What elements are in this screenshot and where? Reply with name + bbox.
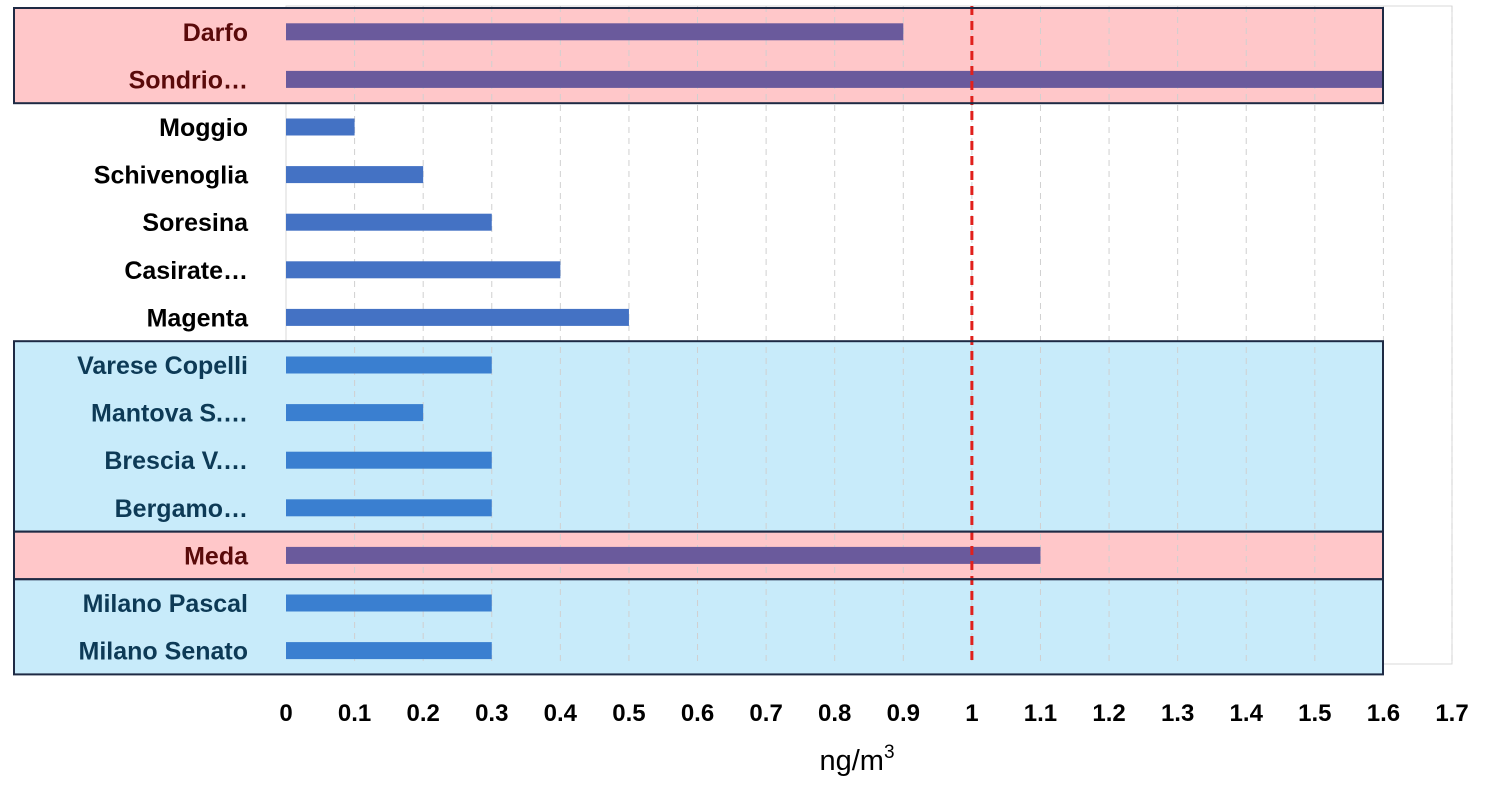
x-tick-label-0.6: 0.6 [681, 700, 714, 727]
x-axis-title: ng/m3 [819, 742, 894, 777]
x-tick-label-0.5: 0.5 [612, 700, 645, 727]
bar-4 [286, 213, 492, 231]
bar-8 [286, 404, 424, 422]
bar-10 [286, 499, 492, 517]
category-label-10: Bergamo… [115, 495, 248, 523]
x-tick-label-1.5: 1.5 [1298, 700, 1331, 727]
bar-3 [286, 166, 424, 184]
highlight-box-border-0 [13, 7, 1384, 105]
x-tick-label-0.4: 0.4 [544, 700, 578, 727]
x-tick-label-1.6: 1.6 [1367, 700, 1400, 727]
x-tick-label-1: 1 [965, 700, 978, 727]
bar-11 [286, 546, 1041, 564]
highlight-box-blue-1 [14, 341, 1383, 532]
bar-0 [286, 23, 904, 41]
bar-6 [286, 308, 629, 326]
x-tick-label-0: 0 [279, 700, 292, 727]
bar-9 [286, 451, 492, 469]
category-label-1: Sondrio… [129, 66, 248, 94]
highlight-box-border-3 [13, 578, 1384, 676]
x-tick-label-0.9: 0.9 [887, 700, 920, 727]
x-tick-label-1.3: 1.3 [1161, 700, 1194, 727]
category-label-3: Schivenoglia [94, 162, 249, 190]
x-axis-title-superscript: 3 [884, 742, 895, 763]
bar-13 [286, 642, 492, 660]
x-tick-label-0.8: 0.8 [818, 700, 851, 727]
bar-1 [286, 70, 1384, 88]
x-tick-label-1.1: 1.1 [1024, 700, 1057, 727]
bar-7 [286, 356, 492, 374]
bar-2 [286, 118, 355, 136]
x-axis-title-text: ng/m [819, 745, 883, 777]
highlight-boxes [14, 8, 1383, 675]
category-label-8: Mantova S.… [91, 400, 248, 428]
category-label-0: Darfo [183, 19, 248, 47]
category-label-2: Moggio [159, 114, 248, 142]
x-tick-label-0.7: 0.7 [749, 700, 782, 727]
highlight-box-blue-3 [14, 579, 1383, 675]
x-tick-label-1.4: 1.4 [1230, 700, 1264, 727]
category-labels: Darfo Sondrio… Moggio Schivenoglia Soresina C… [77, 19, 249, 666]
x-tick-label-1.7: 1.7 [1435, 700, 1468, 727]
category-label-9: Brescia V.… [104, 447, 248, 475]
category-label-12: Milano Pascal [83, 590, 248, 618]
bar-12 [286, 594, 492, 612]
category-label-13: Milano Senato [79, 638, 248, 666]
category-label-6: Magenta [147, 304, 250, 332]
x-tick-labels: 0 0.1 0.2 0.3 0.4 0.5 0.6 0.7 0.8 0.9 1 1.1 1.2 1.3 1.… [279, 700, 1468, 727]
category-label-11: Meda [184, 542, 249, 570]
x-tick-label-1.2: 1.2 [1092, 700, 1125, 727]
bars [286, 23, 1384, 660]
x-tick-label-0.1: 0.1 [338, 700, 371, 727]
x-tick-label-0.3: 0.3 [475, 700, 508, 727]
bar-5 [286, 261, 561, 279]
x-tick-label-0.2: 0.2 [406, 700, 439, 727]
category-label-4: Soresina [142, 209, 249, 237]
highlight-box-borders [13, 7, 1384, 676]
category-label-5: Casirate… [124, 257, 248, 285]
category-label-7: Varese Copelli [77, 352, 248, 380]
